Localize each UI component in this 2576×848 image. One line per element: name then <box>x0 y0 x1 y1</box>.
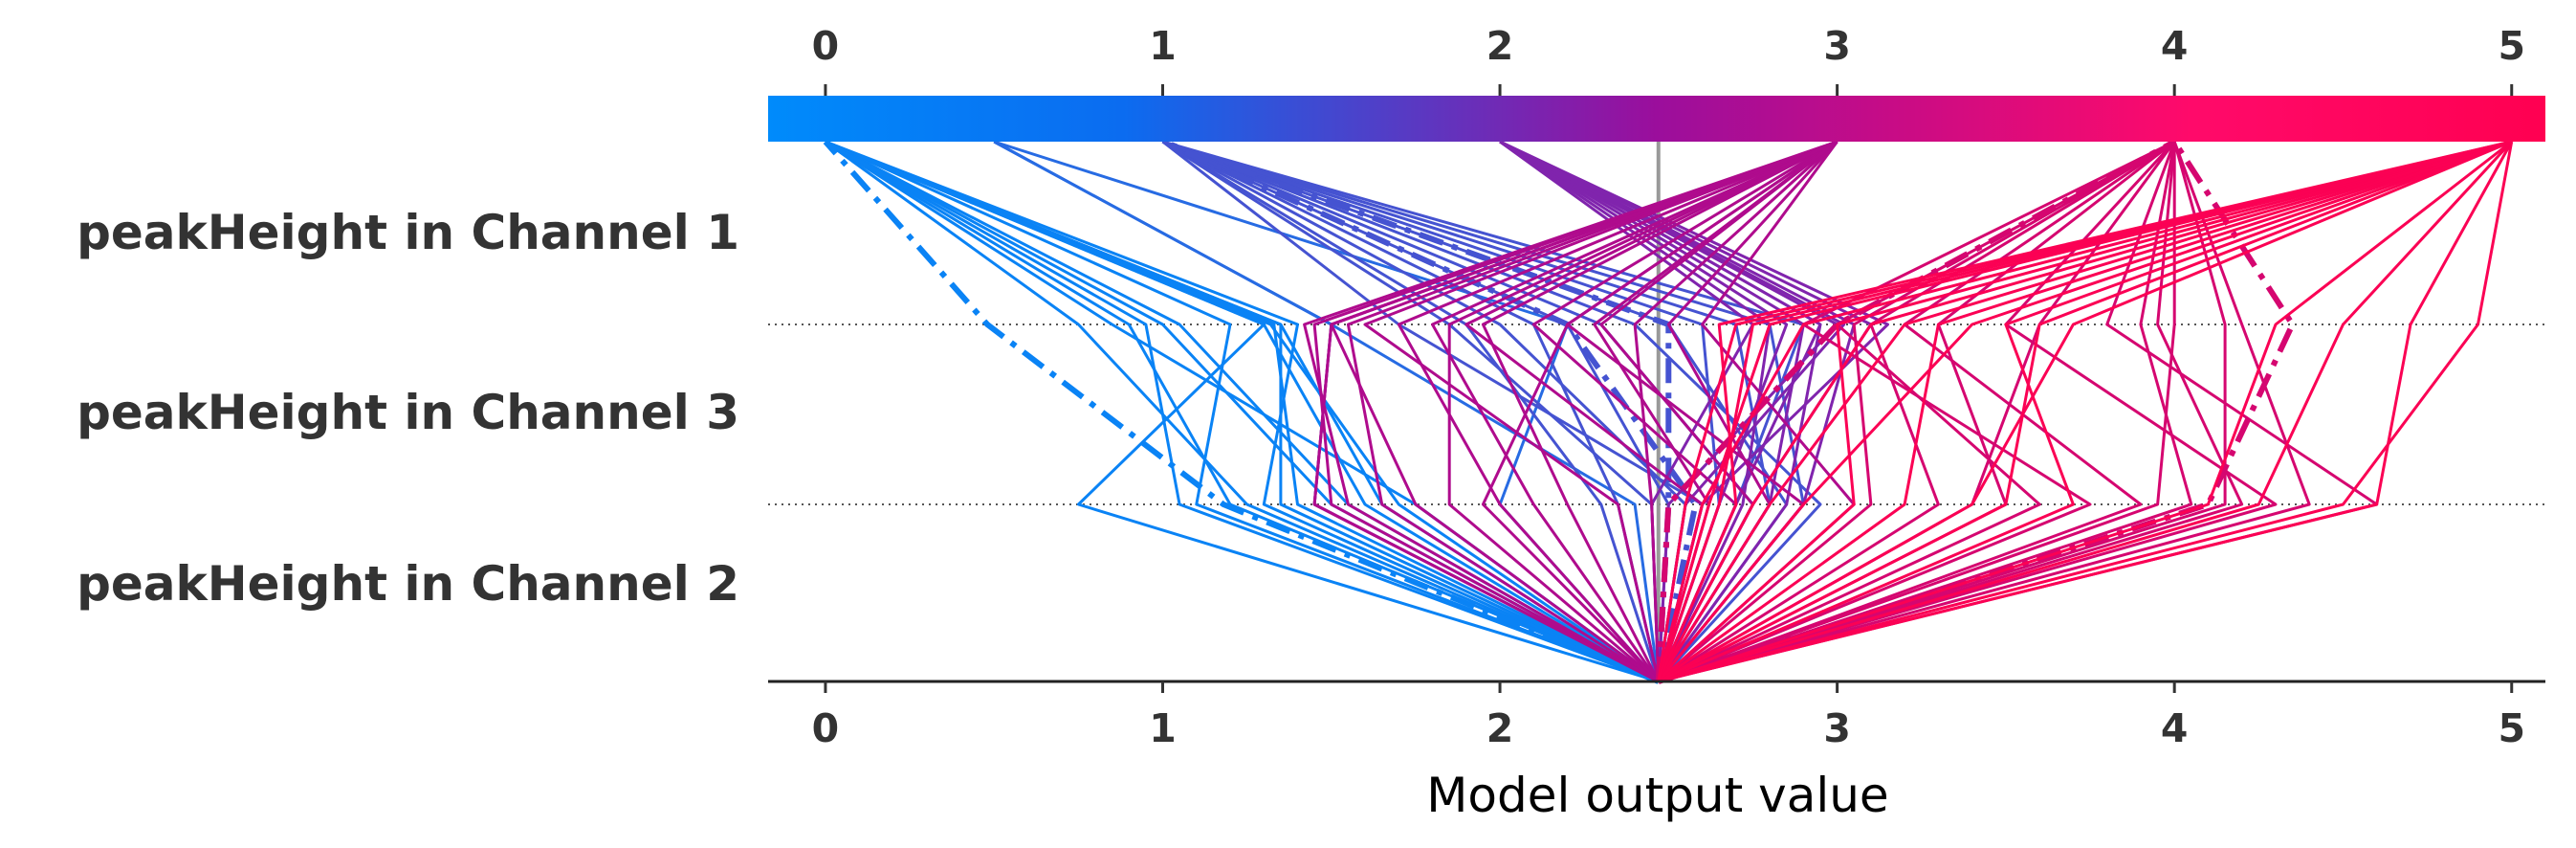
x-tick-top-5: 5 <box>2498 23 2525 69</box>
decision-line-65 <box>1657 140 2175 683</box>
decision-line-62 <box>1481 140 1838 683</box>
decision-line-93 <box>1657 140 2513 682</box>
feature-label-1: peakHeight in Channel 1 <box>77 205 739 260</box>
x-tick-top-2: 2 <box>1486 23 1514 69</box>
decision-line-53 <box>1363 140 1838 682</box>
decision-line-10 <box>825 140 1660 683</box>
decision-line-86 <box>1658 140 2513 683</box>
x-tick-top-0: 0 <box>812 23 840 69</box>
x-tick-bottom-3: 3 <box>1823 705 1851 751</box>
decision-line-70 <box>1658 140 2175 683</box>
decision-line-48 <box>1346 140 1838 683</box>
decision-line-82 <box>1658 140 2513 683</box>
decision-line-20 <box>1161 140 1661 682</box>
decision-line-71 <box>1658 141 2244 683</box>
decision-line-77 <box>1658 141 2227 683</box>
decision-line-91 <box>1657 140 2513 683</box>
feature-label-3: peakHeight in Channel 2 <box>77 556 739 612</box>
x-tick-top-4: 4 <box>2161 23 2189 69</box>
decision-lines <box>823 139 2514 684</box>
decision-line-68 <box>1658 140 2278 683</box>
x-tick-top-1: 1 <box>1149 23 1177 69</box>
axes: 0 0 1 1 2 2 3 3 4 4 5 5 Model output value <box>768 23 2545 823</box>
decision-line-85 <box>1658 140 2513 683</box>
decision-line-87 <box>1658 141 2514 683</box>
x-tick-bottom-4: 4 <box>2161 705 2189 751</box>
x-tick-bottom-5: 5 <box>2498 705 2525 751</box>
decision-line-61 <box>1431 140 1838 682</box>
decision-line-95 <box>1657 140 2513 682</box>
decision-line-7 <box>825 140 1660 683</box>
decision-line-57 <box>1633 140 1838 682</box>
colorbar <box>768 96 2545 142</box>
decision-line-92 <box>1657 140 2513 682</box>
decision-line-84 <box>1657 140 2513 683</box>
decision-line-49 <box>1303 140 1838 683</box>
decision-line-94 <box>1658 140 2513 683</box>
x-tick-top-3: 3 <box>1823 23 1851 69</box>
decision-line-81 <box>1658 141 2514 683</box>
decision-line-89 <box>1657 140 2513 682</box>
decision-line-97 <box>1657 140 2513 682</box>
x-tick-bottom-0: 0 <box>812 705 840 751</box>
decision-line-76 <box>1657 140 2175 683</box>
x-tick-bottom-1: 1 <box>1149 705 1177 751</box>
decision-line-59 <box>1330 140 1838 683</box>
x-axis-label: Model output value <box>1426 768 1888 823</box>
x-tick-bottom-2: 2 <box>1486 705 1514 751</box>
feature-labels: peakHeight in Channel 1 peakHeight in Cha… <box>77 205 739 612</box>
decision-line-96 <box>1657 140 2513 682</box>
decision-line-9 <box>825 140 1660 683</box>
decision-line-90 <box>1657 140 2513 682</box>
decision-line-14 <box>825 140 1660 683</box>
decision-line-88 <box>1657 140 2513 682</box>
decision-line-13 <box>825 140 1660 683</box>
decision-line-52 <box>1447 140 1838 683</box>
feature-label-2: peakHeight in Channel 3 <box>77 385 739 440</box>
decision-line-15 <box>823 140 1660 684</box>
